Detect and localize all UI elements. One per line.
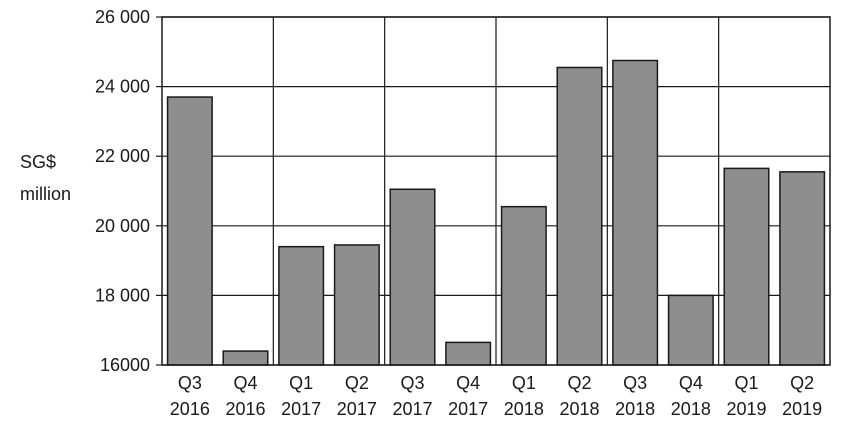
x-tick-label-year: 2016	[225, 399, 265, 419]
x-tick-label-year: 2017	[281, 399, 321, 419]
bar	[333, 244, 380, 366]
x-tick-label-year: 2018	[504, 399, 544, 419]
x-tick-label-quarter: Q1	[734, 373, 758, 393]
y-tick-label: 16000	[100, 355, 150, 375]
y-tick-label: 20 000	[95, 216, 150, 236]
x-tick-label-quarter: Q4	[233, 373, 257, 393]
y-tick-label: 24 000	[95, 77, 150, 97]
y-axis-label-line-2: million	[20, 184, 71, 204]
x-tick-label-year: 2016	[170, 399, 210, 419]
x-tick-label-quarter: Q1	[512, 373, 536, 393]
bars	[166, 59, 826, 366]
y-tick-label: 18 000	[95, 285, 150, 305]
x-tick-label-year: 2017	[337, 399, 377, 419]
x-tick-label-quarter: Q2	[790, 373, 814, 393]
y-tick-label: 22 000	[95, 146, 150, 166]
bar	[166, 96, 213, 366]
x-tick-label-year: 2018	[615, 399, 655, 419]
x-tick-label-quarter: Q2	[345, 373, 369, 393]
bar	[779, 171, 826, 366]
bar	[612, 59, 659, 366]
x-tick-label-year: 2018	[671, 399, 711, 419]
bar	[389, 188, 436, 366]
x-tick-label-quarter: Q4	[456, 373, 480, 393]
bar	[667, 294, 714, 366]
y-tick-labels: 16000 18 000 20 000 22 000 24 000 26 000	[95, 7, 150, 375]
x-tick-labels: Q3 2016 Q4 2016 Q1 2017 Q2 2017 Q3 2017 Q4 2017 Q1 20…	[170, 373, 822, 419]
x-tick-label-quarter: Q3	[400, 373, 424, 393]
plot-frame	[161, 16, 831, 366]
x-tick-label-year: 2017	[392, 399, 432, 419]
x-tick-label-quarter: Q1	[289, 373, 313, 393]
x-tick-label-year: 2019	[726, 399, 766, 419]
bar	[556, 66, 603, 366]
plot-border	[161, 16, 831, 366]
bar	[278, 245, 325, 366]
x-tick-label-year: 2017	[448, 399, 488, 419]
y-axis-label-line-1: SG$	[20, 152, 56, 172]
bar	[222, 350, 269, 366]
x-tick-label-year: 2019	[782, 399, 822, 419]
bar	[723, 167, 770, 366]
x-tick-label-quarter: Q3	[623, 373, 647, 393]
x-tick-label-quarter: Q4	[679, 373, 703, 393]
y-tick-label: 26 000	[95, 7, 150, 27]
bar	[500, 205, 547, 366]
bar	[445, 341, 492, 366]
x-tick-label-quarter: Q2	[567, 373, 591, 393]
x-tick-label-quarter: Q3	[178, 373, 202, 393]
x-tick-label-year: 2018	[559, 399, 599, 419]
